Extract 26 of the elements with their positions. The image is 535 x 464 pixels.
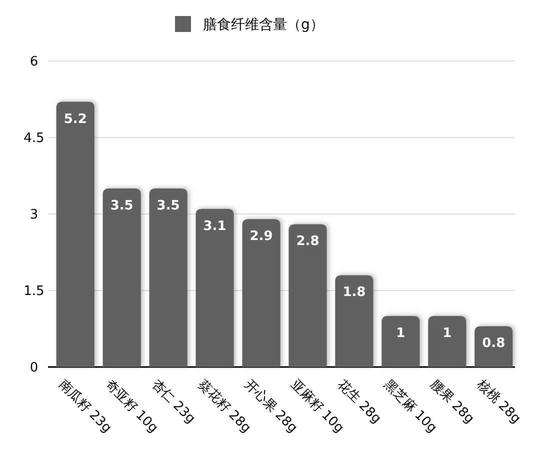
y-tick-label: 6	[30, 54, 38, 70]
data-label: 3.1	[203, 218, 226, 234]
bar	[382, 316, 420, 367]
bar	[149, 188, 188, 367]
y-tick-label: 1.5	[24, 284, 44, 300]
data-label: 2.9	[250, 229, 273, 244]
data-label: 3.5	[110, 198, 134, 214]
bar	[288, 224, 327, 367]
bar	[474, 326, 513, 367]
data-label: 3.5	[156, 198, 180, 214]
y-tick-label: 4.5	[24, 131, 44, 146]
bar	[428, 316, 466, 367]
y-tick-label: 3	[30, 208, 38, 223]
bar	[242, 219, 280, 367]
data-label: 1	[396, 326, 406, 341]
data-label: 1.8	[342, 285, 366, 300]
data-label: 1	[442, 326, 452, 341]
bar	[196, 208, 234, 367]
data-label: 0.8	[482, 336, 506, 352]
data-label: 2.8	[296, 234, 320, 250]
data-label: 5.2	[64, 112, 87, 127]
y-tick-label: 0	[30, 360, 38, 376]
legend-label: 膳食纤维含量（g）	[203, 16, 324, 33]
bar	[335, 275, 374, 367]
bar	[102, 188, 141, 367]
bar	[56, 102, 94, 367]
